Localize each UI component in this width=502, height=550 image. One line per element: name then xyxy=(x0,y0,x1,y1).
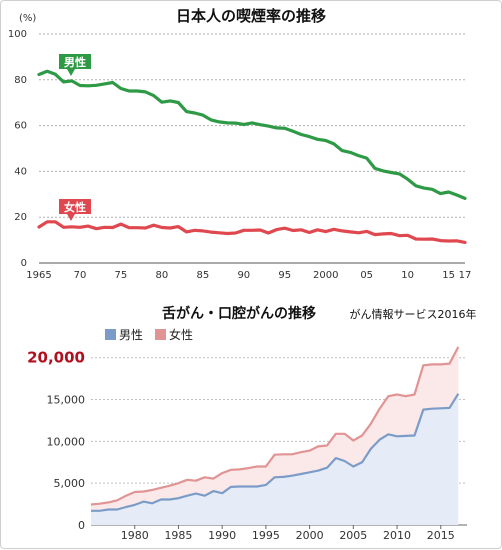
chart1-x-tick-label: 75 xyxy=(115,270,128,281)
chart2-y-ticks: 0 5,000 10,000 15,000 20,000 xyxy=(27,349,85,532)
chart2-y-tick-label: 5,000 xyxy=(54,477,86,490)
chart1-y-tick-label: 100 xyxy=(8,29,27,40)
chart1-y-tick-label: 80 xyxy=(14,75,27,86)
chart1-x-tick-label: 17 xyxy=(459,270,472,281)
chart1-y-tick-label: 40 xyxy=(14,166,27,177)
oral-cancer-chart: 舌がん・口腔がんの推移 がん情報サービス2016年 男性 女性 0 5,000 10… xyxy=(27,305,476,542)
female-cases-line xyxy=(90,346,460,506)
chart1-title: 日本人の喫煙率の推移 xyxy=(176,7,326,25)
chart2-subtitle: がん情報サービス2016年 xyxy=(350,307,477,321)
chart1-series xyxy=(37,69,467,244)
male-series-badge: 男性 xyxy=(59,54,91,76)
chart2-x-tick-label: 2015 xyxy=(427,529,455,542)
female-smoking-line xyxy=(37,220,467,244)
chart1-x-tick-label: 10 xyxy=(401,270,414,281)
chart2-x-tick-label: 1980 xyxy=(121,529,149,542)
chart2-x-tick-label: 2005 xyxy=(339,529,367,542)
chart2-series xyxy=(90,346,460,525)
female-badge-shape xyxy=(59,199,91,221)
chart2-x-tick-label: 2010 xyxy=(383,529,411,542)
chart1-x-tick-label: 15 xyxy=(442,270,455,281)
chart1-x-tick-label: 70 xyxy=(74,270,87,281)
legend-male-swatch xyxy=(105,329,116,340)
chart1-y-tick-label: 0 xyxy=(21,258,27,269)
chart2-x-ticks: 1980 1985 1990 1995 2000 2005 2010 2015 xyxy=(121,525,455,542)
chart2-x-tick-label: 2000 xyxy=(296,529,324,542)
chart2-title: 舌がん・口腔がんの推移 xyxy=(162,305,316,322)
female-badge-label: 女性 xyxy=(64,200,86,214)
chart1-x-tick-label: 90 xyxy=(237,270,250,281)
smoking-rate-chart: 日本人の喫煙率の推移 (%) 0 20 40 60 80 100 1965 70 75 80 85… xyxy=(8,7,471,281)
male-cases-line xyxy=(91,393,460,512)
chart1-y-tick-label: 20 xyxy=(14,212,27,223)
chart2-y-tick-label: 20,000 xyxy=(27,349,85,367)
legend-female-swatch xyxy=(155,329,166,340)
chart2-y-tick-label: 10,000 xyxy=(47,435,86,448)
chart2-y-tick-label: 15,000 xyxy=(47,394,86,407)
chart1-x-tick-label: 1965 xyxy=(26,270,51,281)
chart1-x-tick-label: 2000 xyxy=(313,270,338,281)
chart1-x-tick-label: 95 xyxy=(278,270,291,281)
chart1-x-tick-label: 05 xyxy=(360,270,373,281)
chart1-y-tick-label: 60 xyxy=(14,121,27,132)
chart1-y-ticks: 0 20 40 60 80 100 xyxy=(8,29,27,269)
female-series-badge: 女性 xyxy=(59,199,91,221)
chart2-y-tick-label: 0 xyxy=(78,519,85,532)
chart1-ylabel: (%) xyxy=(19,13,36,24)
chart2-x-tick-label: 1995 xyxy=(252,529,280,542)
male-smoking-line xyxy=(37,69,467,200)
male-badge-label: 男性 xyxy=(64,55,86,69)
chart1-x-ticks: 1965 70 75 80 85 90 95 2000 05 10 15 17 xyxy=(26,270,471,281)
male-badge-shape xyxy=(59,54,91,76)
chart2-x-tick-label: 1990 xyxy=(208,529,236,542)
male-cases-area xyxy=(91,393,459,525)
chart1-grid xyxy=(39,33,465,264)
legend-male-label: 男性 xyxy=(119,328,143,342)
chart1-x-tick-label: 85 xyxy=(196,270,209,281)
chart2-x-tick-label: 1985 xyxy=(164,529,192,542)
female-cases-area xyxy=(91,346,459,511)
chart1-x-tick-label: 80 xyxy=(156,270,169,281)
legend-female-label: 女性 xyxy=(169,327,193,342)
